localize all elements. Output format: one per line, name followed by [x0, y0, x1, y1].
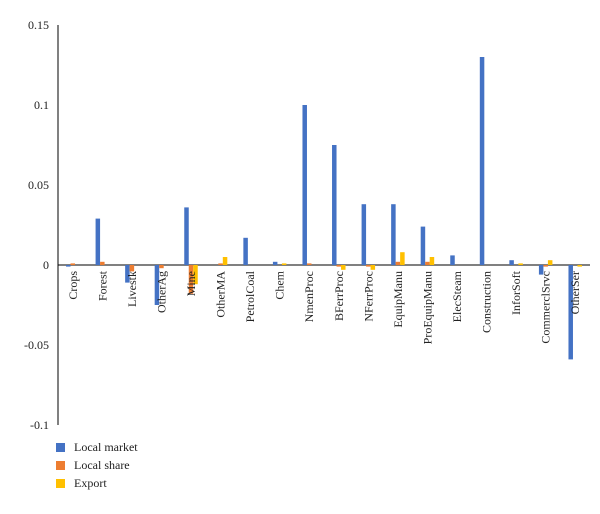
bar-export-otherma	[222, 257, 228, 265]
bar-export-mine	[193, 265, 198, 285]
bar-local-market-petrolcoal	[243, 237, 248, 265]
category-label: Chem	[273, 270, 287, 299]
bar-local-market-elecsteam	[450, 255, 455, 265]
bar-local-market-forest	[95, 218, 101, 265]
bar-local-market-construction	[479, 57, 485, 265]
category-label: EquipManu	[391, 271, 405, 328]
bar-local-market-crops	[66, 265, 71, 267]
bar-local-share-mine	[188, 265, 194, 294]
category-label: Construction	[480, 271, 494, 333]
category-label: Crops	[66, 271, 80, 300]
bar-local-market-equipmanu	[391, 204, 396, 265]
category-label: NFerrProc	[361, 271, 375, 322]
bar-local-share-crops	[70, 263, 76, 265]
bar-export-inforsoft	[518, 263, 523, 265]
category-label: OtherMA	[214, 271, 228, 318]
bar-export-proequipmanu	[429, 257, 435, 265]
bar-local-market-otherag	[154, 265, 160, 305]
category-label: ProEquipManu	[420, 271, 434, 344]
legend-item-local-market: Local market	[56, 438, 138, 456]
bar-export-equipmanu	[400, 252, 405, 265]
bar-local-market-commerclsrvc	[538, 265, 544, 275]
bar-export-otherser	[577, 265, 582, 267]
bar-export-chem	[281, 263, 287, 265]
legend-label-local-share: Local share	[74, 457, 130, 472]
category-label: Mine	[184, 271, 198, 296]
legend-item-local-share: Local share	[56, 456, 138, 474]
legend: Local market Local share Export	[56, 438, 138, 492]
legend-swatch-local-share	[56, 460, 65, 470]
bar-local-market-nferrproc	[361, 204, 367, 265]
bar-local-market-mine	[184, 207, 189, 265]
category-labels: Crops Forest Livestk OtherAg Mine OtherMA Petr…	[66, 270, 582, 344]
legend-swatch-local-market	[56, 442, 65, 452]
bar-local-share-livestk	[129, 265, 135, 272]
bar-local-share-otherag	[159, 265, 164, 269]
category-label: InforSoft	[509, 270, 523, 315]
legend-swatch-export	[56, 478, 65, 488]
bar-local-share-otherma	[218, 263, 223, 265]
bar-local-market-livestk	[125, 265, 130, 283]
bar-local-share-equipmanu	[395, 261, 401, 265]
bar-local-share-bferrproc	[336, 265, 342, 267]
category-label: OtherSer	[568, 271, 582, 314]
bar-export-nferrproc	[370, 265, 376, 270]
bar-local-market-inforsoft	[509, 260, 514, 265]
y-tick-label: -0.1	[30, 418, 49, 432]
y-tick-label: 0.05	[28, 178, 49, 192]
bar-local-share-nmenproc	[306, 263, 312, 265]
y-tick-label: 0.1	[34, 98, 49, 112]
bar-export-bferrproc	[341, 265, 346, 270]
bar-local-market-proequipmanu	[420, 226, 426, 265]
category-label: CommerclSrvc	[539, 271, 553, 344]
bar-export-commerclsrvc	[547, 260, 553, 265]
bar-local-market-chem	[272, 261, 278, 265]
legend-label-local-market: Local market	[74, 439, 138, 454]
category-label: OtherAg	[154, 271, 168, 313]
bar-local-market-nmenproc	[302, 105, 307, 265]
category-label: PetrolCoal	[243, 270, 257, 322]
category-label: BFerrProc	[332, 271, 346, 321]
category-label: Livestk	[125, 271, 139, 307]
bar-local-market-otherser	[568, 265, 573, 360]
bar-local-share-forest	[100, 261, 105, 265]
y-tick-label: 0	[43, 258, 49, 272]
category-label: NmenProc	[302, 271, 316, 322]
y-tick-labels: 0.15 0.1 0.05 0 -0.05 -0.1	[24, 18, 49, 432]
legend-item-export: Export	[56, 474, 138, 492]
y-tick-label: 0.15	[28, 18, 49, 32]
legend-label-export: Export	[74, 475, 107, 490]
y-tick-label: -0.05	[24, 338, 49, 352]
bar-local-share-commerclsrvc	[543, 265, 548, 267]
bar-local-share-nferrproc	[366, 265, 371, 267]
bar-local-share-proequipmanu	[425, 261, 430, 265]
bar-local-market-bferrproc	[332, 145, 337, 265]
category-label: Forest	[95, 270, 109, 301]
category-label: ElecSteam	[450, 270, 464, 322]
bars	[66, 57, 582, 360]
